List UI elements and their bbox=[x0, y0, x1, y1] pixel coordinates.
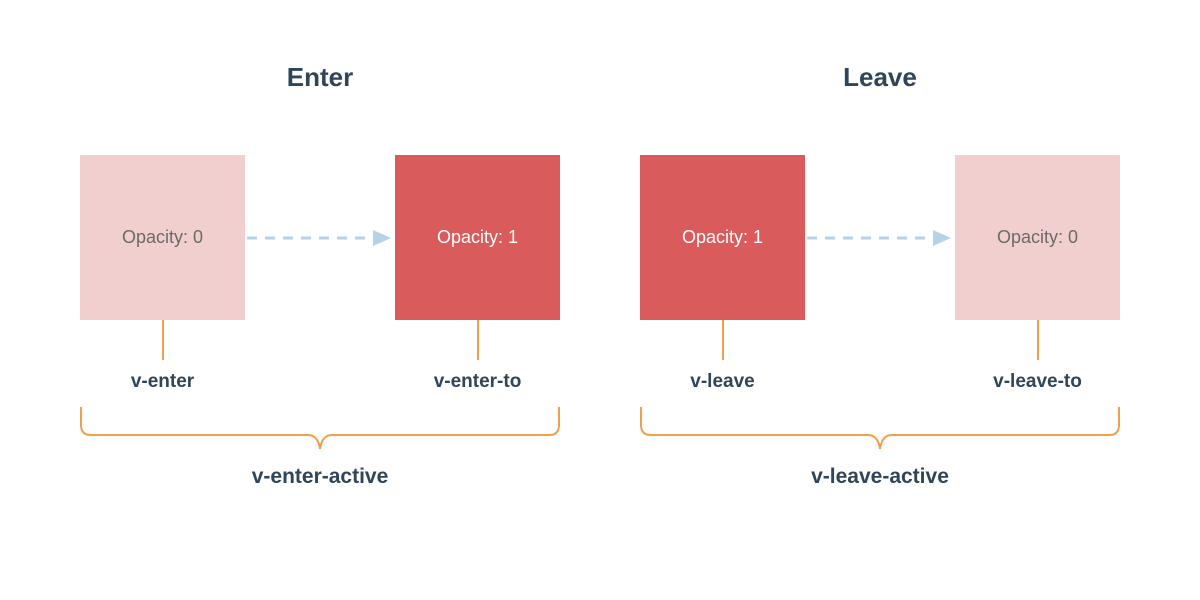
enter-from-class: v-enter bbox=[80, 371, 245, 393]
transition-classes-diagram: Enter Leave Opacity: 0 Opacity: 1 v-ente… bbox=[0, 0, 1200, 600]
enter-group: Opacity: 0 Opacity: 1 v-enter v-enter-to… bbox=[80, 155, 560, 500]
leave-heading: Leave bbox=[640, 62, 1120, 93]
enter-to-box: Opacity: 1 bbox=[395, 155, 560, 320]
leave-from-connector bbox=[722, 320, 724, 360]
leave-group: Opacity: 1 Opacity: 0 v-leave v-leave-to… bbox=[640, 155, 1120, 500]
enter-bracket bbox=[80, 407, 560, 457]
enter-arrow bbox=[245, 238, 395, 239]
enter-from-label: Opacity: 0 bbox=[122, 227, 203, 248]
enter-from-box: Opacity: 0 bbox=[80, 155, 245, 320]
leave-from-label: Opacity: 1 bbox=[682, 227, 763, 248]
enter-to-connector bbox=[477, 320, 479, 360]
leave-from-class: v-leave bbox=[640, 371, 805, 393]
enter-from-connector bbox=[162, 320, 164, 360]
enter-to-label: Opacity: 1 bbox=[437, 227, 518, 248]
enter-to-class: v-enter-to bbox=[395, 371, 560, 393]
leave-to-box: Opacity: 0 bbox=[955, 155, 1120, 320]
leave-from-box: Opacity: 1 bbox=[640, 155, 805, 320]
leave-active-class: v-leave-active bbox=[640, 465, 1120, 489]
leave-to-label: Opacity: 0 bbox=[997, 227, 1078, 248]
enter-active-class: v-enter-active bbox=[80, 465, 560, 489]
leave-bracket bbox=[640, 407, 1120, 457]
leave-arrow bbox=[805, 238, 955, 239]
leave-to-connector bbox=[1037, 320, 1039, 360]
leave-to-class: v-leave-to bbox=[955, 371, 1120, 393]
enter-heading: Enter bbox=[80, 62, 560, 93]
